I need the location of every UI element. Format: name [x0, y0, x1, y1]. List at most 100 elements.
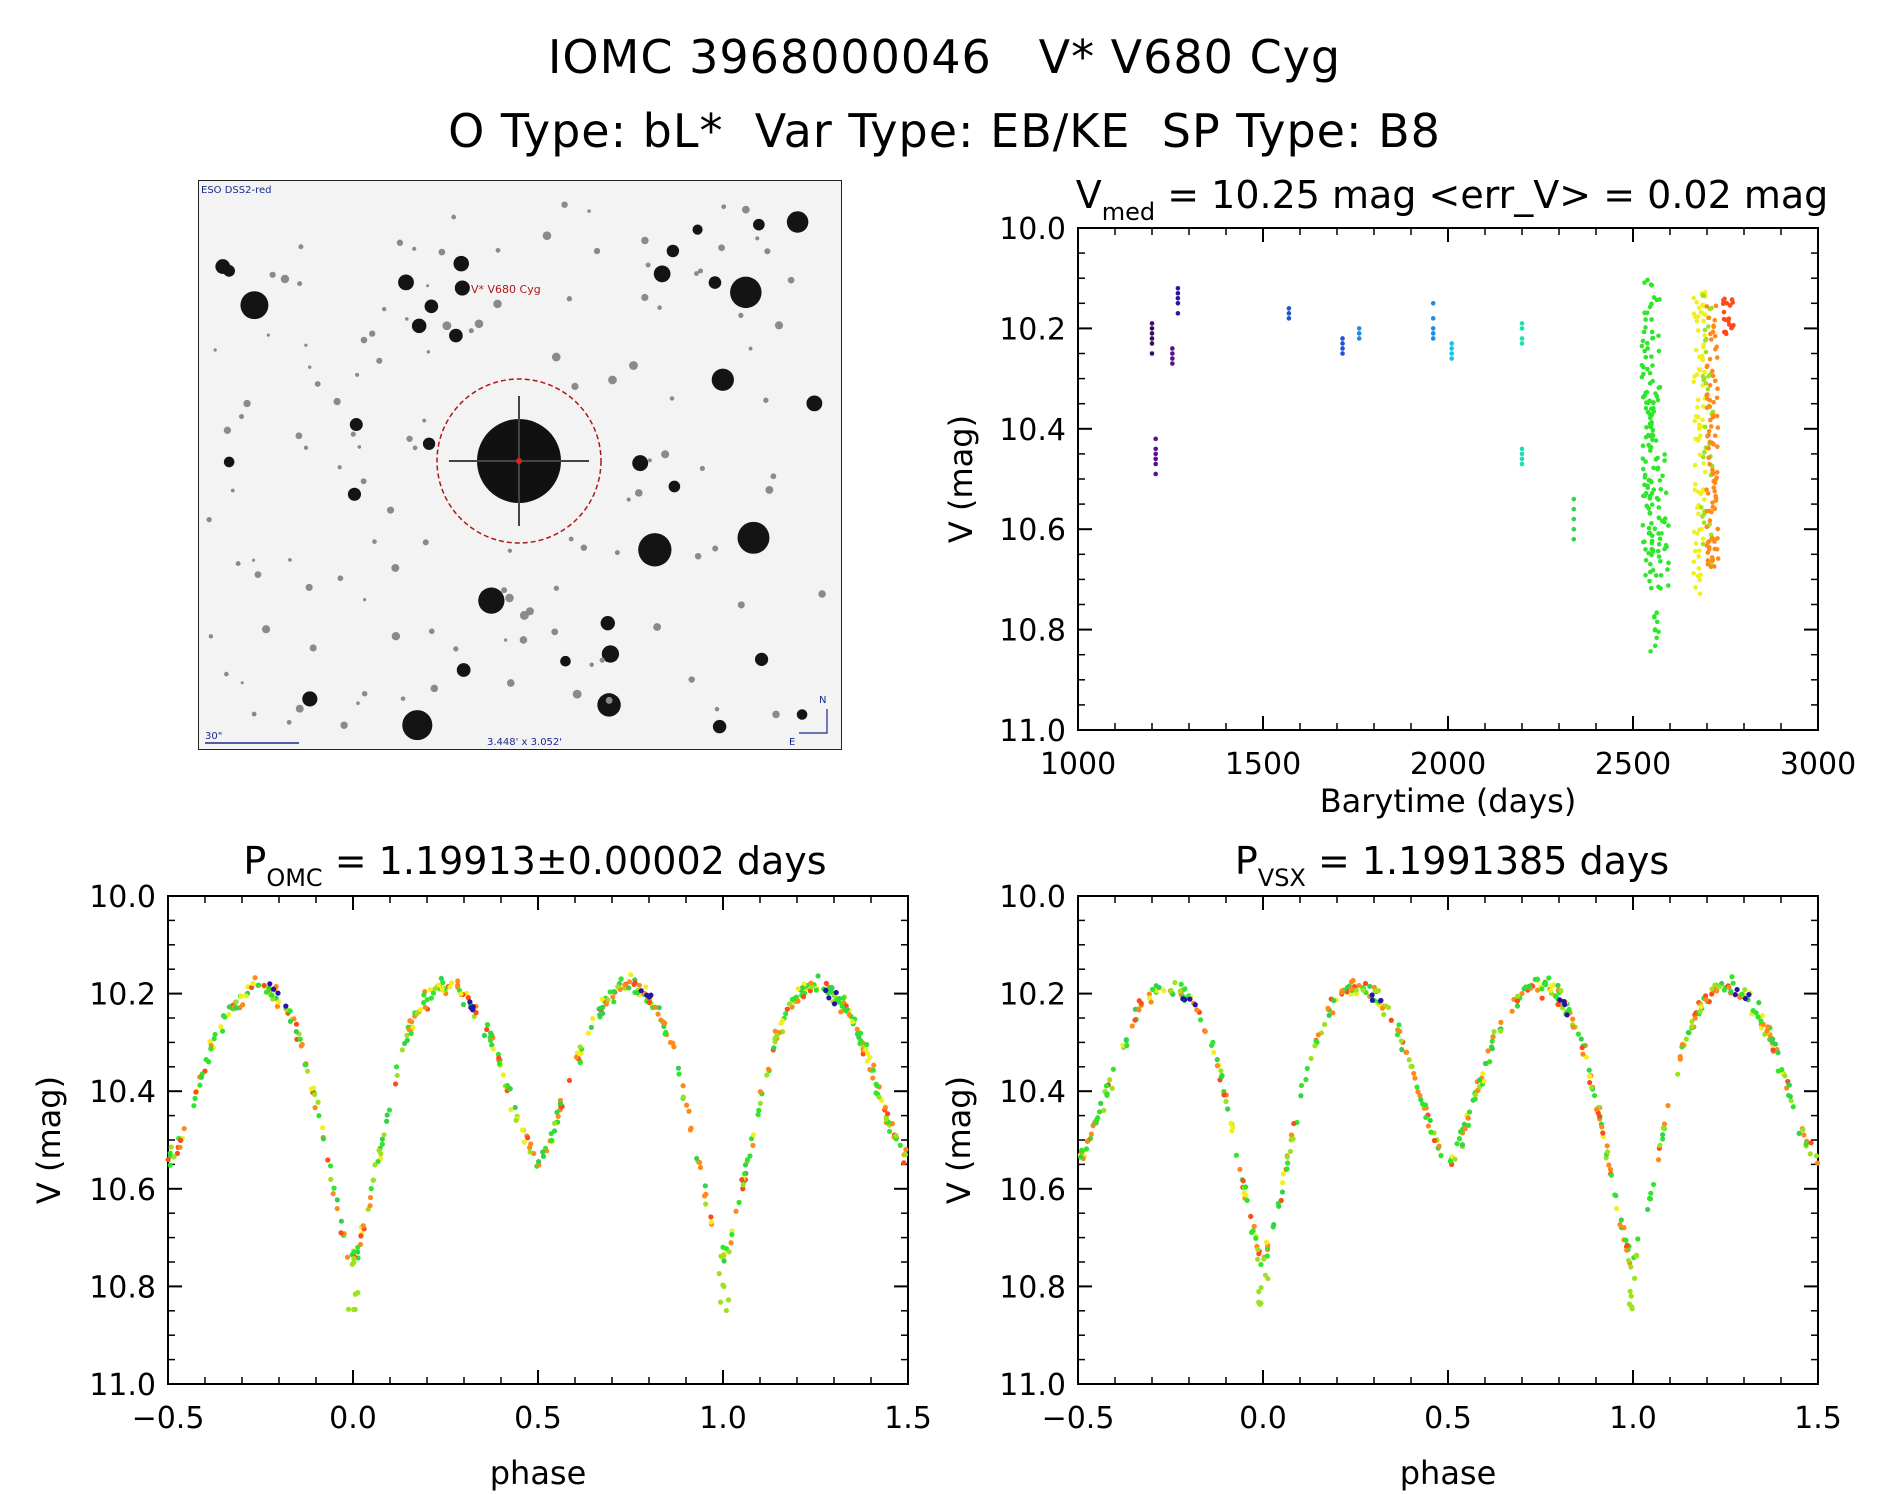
lightcurve-point: [1153, 436, 1158, 442]
sky-star: [787, 276, 795, 284]
phase-omc-point: [351, 1249, 357, 1256]
phase-vsx-point: [1758, 1018, 1764, 1024]
phase-vsx-point: [1539, 995, 1545, 1001]
lightcurve-point: [1651, 400, 1656, 406]
sky-star: [737, 601, 745, 609]
phase-vsx-point: [1709, 986, 1715, 992]
lightcurve-point: [1708, 424, 1714, 429]
phase-vsx-point: [1313, 1038, 1319, 1044]
lightcurve-point: [1643, 325, 1648, 330]
sky-star: [396, 239, 404, 246]
phase-omc-point: [783, 1011, 789, 1017]
phase-vsx-point: [1454, 1141, 1460, 1147]
phase-omc-point: [615, 984, 621, 990]
phase-vsx-point: [1399, 1046, 1405, 1053]
lightcurve-point: [1649, 585, 1654, 591]
phase-vsx-point: [1714, 988, 1720, 994]
phase-vsx-point: [1712, 982, 1718, 988]
sky-star: [340, 721, 348, 729]
lightcurve-point: [1449, 356, 1454, 361]
phase-vsx-point: [1172, 979, 1178, 986]
phase-omc-point: [325, 1157, 331, 1163]
lightcurve-point: [1706, 315, 1711, 321]
lightcurve-y-tick-label: 11.0: [999, 714, 1066, 749]
lightcurve-point: [1696, 554, 1702, 559]
target-crosshair: [516, 458, 522, 464]
phase-vsx-point: [1739, 991, 1745, 997]
sky-star: [428, 628, 435, 635]
phase-vsx-point: [1326, 1012, 1332, 1018]
sky-star: [206, 516, 212, 523]
phase-vsx-point: [1256, 1251, 1262, 1257]
phase-vsx-point: [1312, 1043, 1318, 1049]
phase-omc-point: [430, 990, 437, 996]
lightcurve-point: [1706, 455, 1711, 461]
phase-omc-point: [293, 1029, 299, 1035]
phase-omc-x-tick-label: 0.0: [329, 1401, 377, 1436]
phase-omc-point: [212, 1031, 218, 1038]
sky-star: [753, 218, 765, 231]
phase-omc-point: [261, 982, 267, 989]
phase-omc-point: [421, 992, 427, 998]
sky-star: [593, 247, 601, 255]
phase-vsx-point: [1596, 1113, 1603, 1119]
lightcurve-point: [1695, 328, 1701, 333]
phase-omc-point: [171, 1154, 177, 1160]
phase-omc-point: [720, 1282, 726, 1288]
phase-vsx-point: [1679, 1041, 1686, 1047]
phase-vsx-point: [1607, 1166, 1614, 1173]
phase-vsx-point: [1101, 1107, 1107, 1114]
phase-vsx-point: [1732, 992, 1738, 998]
phase-omc-point: [263, 989, 270, 995]
phase-omc-point: [864, 1041, 870, 1048]
sky-star: [302, 691, 318, 707]
lightcurve-point: [1709, 555, 1715, 560]
lightcurve-point: [1697, 591, 1703, 597]
phase-vsx-point: [1509, 1008, 1515, 1014]
phase-vsx-point: [1287, 1148, 1294, 1155]
phase-vsx-point: [1635, 1236, 1641, 1242]
sky-star: [295, 432, 303, 440]
lightcurve-point: [1430, 336, 1436, 341]
lightcurve-point: [1653, 573, 1659, 578]
phase-vsx-point: [1775, 1068, 1781, 1074]
phase-vsx-points: [1077, 974, 1821, 1312]
phase-vsx-point: [1692, 1015, 1698, 1021]
phase-vsx-point: [1634, 1253, 1640, 1259]
lightcurve-point: [1700, 383, 1706, 388]
phase-omc-points: [165, 972, 909, 1314]
lightcurve-point: [1706, 544, 1712, 550]
phase-vsx-title: PVSX = 1.1991385 days: [1235, 839, 1669, 892]
lightcurve-point: [1691, 295, 1696, 301]
phase-vsx-point: [1221, 1092, 1227, 1098]
sky-star: [453, 255, 470, 272]
sky-star: [251, 711, 257, 717]
phase-vsx-point: [1800, 1127, 1806, 1133]
phase-omc-x-label: phase: [490, 1454, 587, 1492]
phase-omc-point: [375, 1158, 381, 1165]
sky-star: [714, 706, 720, 712]
lightcurve-point: [1651, 487, 1657, 492]
phase-omc-point: [379, 1136, 385, 1142]
phase-vsx-point: [1284, 1166, 1290, 1172]
lightcurve-point: [1643, 547, 1648, 552]
lightcurve-point: [1643, 434, 1649, 440]
sky-star: [376, 357, 383, 364]
lightcurve-point: [1658, 486, 1664, 492]
phase-vsx-x-tick-label: 0.5: [1424, 1401, 1472, 1436]
phase-vsx-point: [1660, 1125, 1666, 1131]
lightcurve-point: [1701, 461, 1706, 466]
phase-omc-point: [519, 1127, 526, 1133]
phase-omc-point: [283, 1003, 289, 1009]
lightcurve-point: [1695, 314, 1701, 319]
phase-omc-point: [250, 980, 256, 986]
phase-omc-point: [218, 1024, 224, 1030]
phase-omc-y-tick-label: 10.2: [89, 978, 156, 1013]
phase-omc-point: [721, 1258, 727, 1264]
sky-star: [770, 473, 777, 480]
lightcurve-x-label: Barytime (days): [1320, 782, 1577, 820]
lightcurve-point: [1665, 567, 1670, 572]
phase-vsx-point: [1808, 1140, 1814, 1146]
phase-vsx-point: [1775, 1050, 1781, 1056]
phase-omc-point: [219, 1028, 226, 1034]
